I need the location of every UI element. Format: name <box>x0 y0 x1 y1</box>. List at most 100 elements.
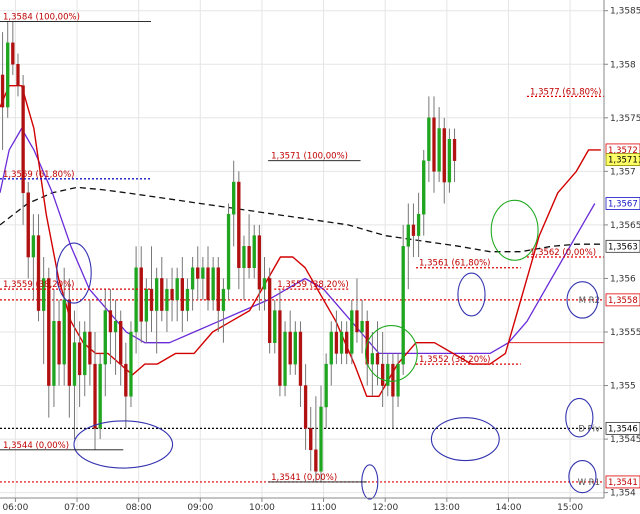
y-tick-label: 1,356 <box>610 274 636 284</box>
circle-dpiv <box>565 397 594 438</box>
circle-mr2 <box>566 281 599 319</box>
bearish-candle <box>160 278 164 311</box>
bullish-candle <box>262 278 267 290</box>
bullish-candle <box>406 224 410 247</box>
bullish-candle <box>113 321 118 333</box>
bearish-candle <box>288 331 292 365</box>
bullish-candle <box>211 267 215 301</box>
bullish-candle <box>232 181 236 215</box>
bullish-candle <box>370 353 375 365</box>
bearish-candle <box>380 363 385 386</box>
bullish-candle <box>154 278 159 311</box>
y-tick-label: 1,3565 <box>610 221 640 231</box>
y-tick-label: 1,355 <box>610 382 636 392</box>
bearish-candle <box>149 288 154 311</box>
circle-0730-low <box>73 420 174 469</box>
bearish-candle <box>247 246 251 268</box>
moving-average-layer <box>0 85 601 397</box>
bullish-candle <box>252 235 256 268</box>
x-tick-label: 13:00 <box>434 503 460 513</box>
bearish-candle <box>88 331 92 365</box>
bullish-candle <box>386 363 390 386</box>
fibonacci-level-label: 1,3584 (100,00%) <box>3 12 80 22</box>
bearish-candle <box>16 64 20 86</box>
bearish-candle <box>77 342 82 376</box>
bullish-candle <box>83 331 87 376</box>
fibonacci-level-label: 1,3577 (61,80%) <box>530 87 602 97</box>
circle-wr1 <box>568 459 597 494</box>
price-axis-marker-label: 1,3572 <box>608 146 638 156</box>
x-tick-label: 08:00 <box>126 503 152 513</box>
fibonacci-level-label: 1,3571 (100,00%) <box>271 152 348 162</box>
bearish-candle <box>108 310 113 333</box>
bearish-candle <box>0 74 5 108</box>
bullish-candle <box>427 117 431 161</box>
circle-1300-low <box>430 417 500 462</box>
slow-moving-average-line <box>0 127 596 355</box>
circle-1410-green <box>490 199 539 261</box>
price-axis-marker-label: 1,35711 <box>608 156 640 166</box>
fibonacci-level-label: 1,3559 (38,20%) <box>3 280 75 290</box>
y-tick-label: 1,3555 <box>610 328 640 338</box>
y-tick-label: 1,354 <box>610 489 636 499</box>
bearish-candle <box>124 363 128 397</box>
candlestick-layer <box>0 21 457 482</box>
y-tick-label: 1,358 <box>610 60 636 70</box>
bullish-candle <box>190 267 195 290</box>
price-axis-marker <box>605 197 640 210</box>
fibonacci-level-label: 1,3569 (61,80%) <box>3 170 75 180</box>
bearish-candle <box>93 363 97 429</box>
bearish-candle <box>309 428 313 451</box>
long-moving-average-line <box>0 186 601 253</box>
grid-layer <box>0 0 604 498</box>
bullish-candle <box>283 331 287 386</box>
axis-marker-layer: 1,35721,357111,35671,35631,35581,35461,3… <box>605 143 640 489</box>
bullish-candle <box>6 42 10 108</box>
bullish-candle <box>319 406 323 472</box>
bullish-candle <box>221 288 226 311</box>
x-tick-label: 12:00 <box>372 503 398 513</box>
x-tick-label: 10:00 <box>249 503 275 513</box>
fibonacci-level-label: 1,3562 (0,00%) <box>530 248 596 258</box>
x-tick-label: 09:00 <box>187 503 213 513</box>
bearish-candle <box>442 128 446 183</box>
bullish-candle <box>324 363 328 408</box>
bearish-candle <box>36 235 41 311</box>
bearish-candle <box>391 363 395 397</box>
bullish-candle <box>31 235 36 258</box>
fibonacci-level-label: 1,3561 (61,80%) <box>419 259 491 269</box>
bullish-candle <box>416 213 421 236</box>
pivot-level-label: W R1 <box>578 478 600 488</box>
bullish-candle <box>226 213 231 290</box>
price-axis-marker <box>605 239 640 253</box>
bullish-candle <box>165 288 169 311</box>
pivot-level-label: M R2 <box>579 296 600 306</box>
bullish-candle <box>339 331 344 354</box>
bearish-candle <box>303 385 308 429</box>
bearish-candle <box>432 117 436 172</box>
bearish-candle <box>267 278 272 343</box>
bearish-candle <box>375 353 380 365</box>
price-axis-marker <box>605 475 640 489</box>
price-axis-marker <box>605 153 640 166</box>
bullish-candle <box>401 246 405 365</box>
bearish-candle <box>57 321 61 365</box>
price-axis-marker-label: 1,3558 <box>608 296 638 306</box>
pivot-level-label: D Piv <box>578 424 600 434</box>
bearish-candle <box>257 235 262 290</box>
bullish-candle <box>185 288 190 311</box>
bearish-candle <box>345 331 349 354</box>
fast-moving-average-line <box>0 85 601 397</box>
bearish-candle <box>206 267 210 301</box>
bullish-candle <box>329 331 333 365</box>
bearish-candle <box>298 331 303 386</box>
y-tick-label: 1,357 <box>610 167 636 177</box>
bullish-candle <box>144 288 149 322</box>
bearish-candle <box>216 267 220 311</box>
bearish-candle <box>119 321 123 365</box>
bullish-candle <box>360 321 364 333</box>
bearish-candle <box>278 310 282 386</box>
bullish-candle <box>52 321 56 386</box>
